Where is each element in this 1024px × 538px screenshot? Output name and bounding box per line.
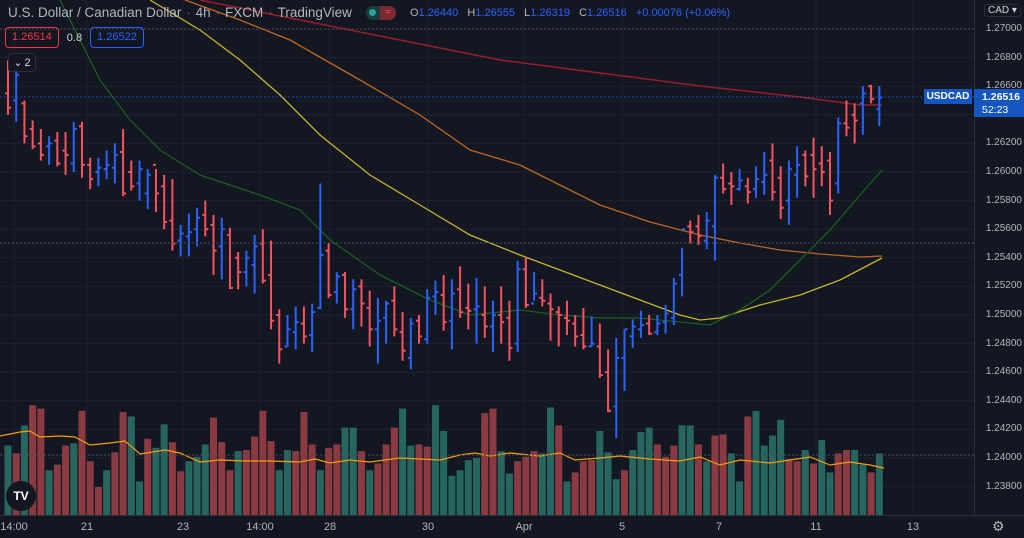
- bar-countdown: 52:23: [982, 104, 1009, 116]
- price-chart[interactable]: [0, 0, 974, 515]
- last-price-tag: 1.26516 52:23: [974, 89, 1024, 117]
- time-tick: 21: [80, 521, 94, 533]
- low-value: 1.26319: [530, 6, 570, 19]
- time-axis[interactable]: 14:00 21 23 14:00 28 30 Apr 5 7 11 13: [0, 515, 1024, 538]
- market-open-icon: [365, 5, 380, 20]
- tradingview-logo[interactable]: TV: [6, 481, 36, 511]
- price-axis[interactable]: 1.270001.268001.266001.264001.262001.260…: [974, 0, 1024, 515]
- symbol-title[interactable]: U.S. Dollar / Canadian Dollar: [8, 5, 182, 20]
- price-tick: 1.24200: [985, 423, 1022, 435]
- price-tick: 1.24600: [985, 366, 1022, 378]
- price-tick: 1.24400: [985, 394, 1022, 406]
- high-value: 1.26555: [475, 6, 516, 19]
- price-tick: 1.25200: [985, 280, 1022, 292]
- sell-button[interactable]: 1.26514: [5, 27, 59, 48]
- time-tick: 28: [323, 521, 337, 533]
- time-tick: 7: [715, 521, 723, 533]
- ohlc-values: O1.26440 H1.26555 L1.26319 C1.26516 +0.0…: [409, 6, 731, 19]
- symbol-price-label: USDCAD: [924, 89, 972, 104]
- time-tick: 11: [810, 521, 822, 533]
- price-tick: 1.26000: [985, 166, 1022, 177]
- price-tick: 1.27000: [985, 23, 1022, 34]
- price-tick: 1.25800: [985, 194, 1022, 206]
- buy-button[interactable]: 1.26522: [90, 27, 144, 48]
- price-tick: 1.23800: [985, 480, 1022, 492]
- ohlc-bars: [5, 60, 883, 438]
- indicator-count: 2: [24, 56, 31, 69]
- price-tick: 1.26200: [985, 137, 1022, 149]
- source-label: TradingView: [277, 5, 352, 20]
- spread-value: 0.8: [66, 31, 83, 44]
- moving-averages: [0, 0, 885, 469]
- price-tick: 1.26600: [985, 80, 1022, 92]
- volume-bars: [4, 405, 883, 515]
- price-tick: 1.24800: [985, 337, 1022, 349]
- last-price: 1.26516: [982, 91, 1020, 103]
- change-value: +0.00076 (+0.06%): [635, 6, 731, 19]
- price-tick: 1.26800: [985, 51, 1022, 63]
- time-tick: 5: [618, 521, 626, 533]
- price-tick: 1.25600: [985, 223, 1022, 235]
- time-tick: 14:00: [0, 521, 28, 533]
- currency-dropdown[interactable]: CAD ▾: [984, 4, 1021, 17]
- chevron-down-icon: ⌄: [13, 57, 23, 69]
- time-tick: 23: [176, 521, 190, 533]
- exchange-label: FXCM: [225, 5, 264, 20]
- chart-legend: U.S. Dollar / Canadian Dollar · 4h · FXC…: [8, 5, 736, 20]
- price-tick: 1.25000: [985, 309, 1022, 320]
- time-tick: 13: [906, 521, 920, 533]
- time-tick: 14:00: [246, 521, 274, 533]
- chart-grid: [0, 0, 974, 515]
- market-status-toggle[interactable]: ≈: [365, 5, 396, 20]
- collapse-indicators-button[interactable]: ⌄ 2: [8, 53, 36, 72]
- price-tick: 1.25400: [985, 251, 1022, 263]
- time-tick: Apr: [515, 521, 533, 533]
- interval-label[interactable]: 4h: [195, 5, 211, 20]
- close-value: 1.26516: [587, 6, 627, 19]
- price-tick: 1.24000: [985, 452, 1022, 463]
- buy-sell-panel: 1.26514 0.8 1.26522: [5, 27, 144, 48]
- open-value: 1.26440: [418, 6, 459, 19]
- time-tick: 30: [421, 521, 435, 533]
- wave-icon: ≈: [379, 5, 396, 20]
- settings-gear-icon[interactable]: ⚙: [992, 518, 1005, 534]
